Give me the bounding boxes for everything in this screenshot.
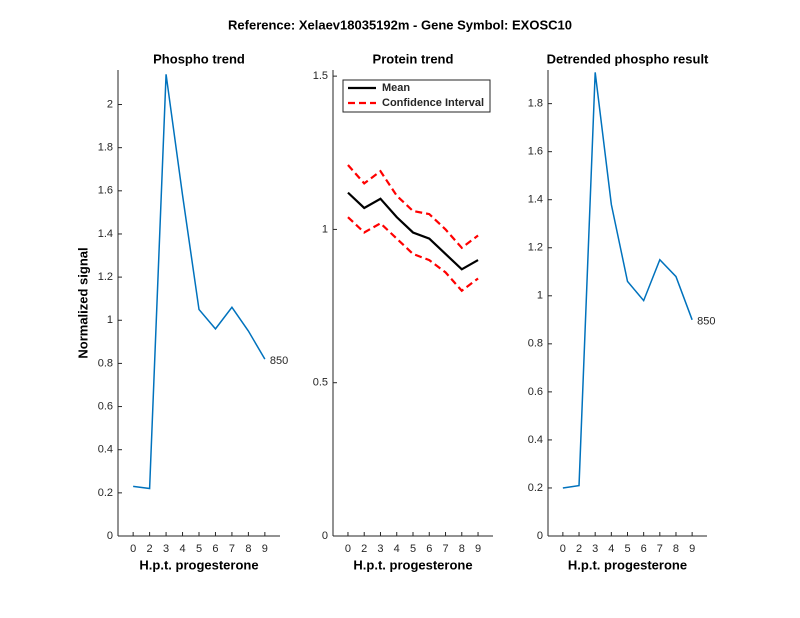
x-tick-label: 8 bbox=[459, 543, 465, 555]
y-tick-label: 0.8 bbox=[98, 357, 113, 369]
y-tick-label: 0.2 bbox=[98, 487, 113, 499]
x-tick-label: 4 bbox=[179, 543, 185, 555]
series-line bbox=[347, 216, 479, 293]
y-tick-label: 0 bbox=[537, 530, 543, 542]
y-tick-label: 1.6 bbox=[528, 146, 543, 158]
x-tick-label: 9 bbox=[262, 543, 268, 555]
x-tick-label: 3 bbox=[592, 543, 598, 555]
figure-title: Reference: Xelaev18035192m - Gene Symbol… bbox=[228, 17, 572, 32]
subplot-title: Protein trend bbox=[373, 51, 454, 66]
x-tick-label: 2 bbox=[147, 543, 153, 555]
x-tick-label: 2 bbox=[576, 543, 582, 555]
subplot-title: Phospho trend bbox=[153, 51, 245, 66]
end-label: 850 bbox=[270, 355, 288, 367]
x-tick-label: 0 bbox=[130, 543, 136, 555]
x-tick-label: 5 bbox=[410, 543, 416, 555]
y-tick-label: 0 bbox=[322, 530, 328, 542]
y-tick-label: 0.4 bbox=[528, 434, 543, 446]
x-tick-label: 3 bbox=[377, 543, 383, 555]
y-tick-label: 0.6 bbox=[98, 400, 113, 412]
x-tick-label: 9 bbox=[689, 543, 695, 555]
x-tick-label: 7 bbox=[442, 543, 448, 555]
end-label: 850 bbox=[697, 316, 715, 328]
x-tick-label: 0 bbox=[345, 543, 351, 555]
y-tick-label: 1.8 bbox=[528, 98, 543, 110]
x-axis-label: H.p.t. progesterone bbox=[139, 557, 258, 572]
y-tick-label: 1.4 bbox=[528, 194, 543, 206]
y-tick-label: 0.5 bbox=[313, 377, 328, 389]
y-tick-label: 0.2 bbox=[528, 482, 543, 494]
series-line bbox=[133, 74, 266, 490]
y-tick-label: 1 bbox=[107, 314, 113, 326]
legend-label: Confidence Interval bbox=[382, 97, 484, 109]
y-tick-label: 1.6 bbox=[98, 185, 113, 197]
x-tick-label: 8 bbox=[245, 543, 251, 555]
series-line bbox=[562, 72, 693, 489]
x-tick-label: 2 bbox=[361, 543, 367, 555]
x-tick-label: 7 bbox=[229, 543, 235, 555]
x-tick-label: 5 bbox=[624, 543, 630, 555]
x-tick-label: 4 bbox=[608, 543, 614, 555]
y-tick-label: 1.2 bbox=[528, 242, 543, 254]
y-tick-label: 1.2 bbox=[98, 271, 113, 283]
x-tick-label: 6 bbox=[641, 543, 647, 555]
y-tick-label: 1.4 bbox=[98, 228, 113, 240]
x-tick-label: 8 bbox=[673, 543, 679, 555]
x-tick-label: 4 bbox=[394, 543, 400, 555]
legend-label: Mean bbox=[382, 82, 410, 94]
y-axis-label: Normalized signal bbox=[75, 247, 90, 358]
y-tick-label: 1.5 bbox=[313, 70, 328, 82]
x-axis-label: H.p.t. progesterone bbox=[353, 557, 472, 572]
x-tick-label: 7 bbox=[657, 543, 663, 555]
x-tick-label: 3 bbox=[163, 543, 169, 555]
subplot-title: Detrended phospho result bbox=[547, 51, 709, 66]
y-tick-label: 2 bbox=[107, 98, 113, 110]
x-tick-label: 6 bbox=[426, 543, 432, 555]
y-tick-label: 1 bbox=[537, 290, 543, 302]
x-axis-label: H.p.t. progesterone bbox=[568, 557, 687, 572]
y-tick-label: 0.8 bbox=[528, 338, 543, 350]
y-tick-label: 0.4 bbox=[98, 444, 113, 456]
legend-box bbox=[342, 79, 491, 113]
x-tick-label: 5 bbox=[196, 543, 202, 555]
y-tick-label: 0.6 bbox=[528, 386, 543, 398]
x-tick-label: 0 bbox=[560, 543, 566, 555]
y-tick-label: 1 bbox=[322, 223, 328, 235]
y-tick-label: 1.8 bbox=[98, 142, 113, 154]
x-tick-label: 9 bbox=[475, 543, 481, 555]
x-tick-label: 6 bbox=[212, 543, 218, 555]
series-line bbox=[347, 191, 479, 271]
y-tick-label: 0 bbox=[107, 530, 113, 542]
